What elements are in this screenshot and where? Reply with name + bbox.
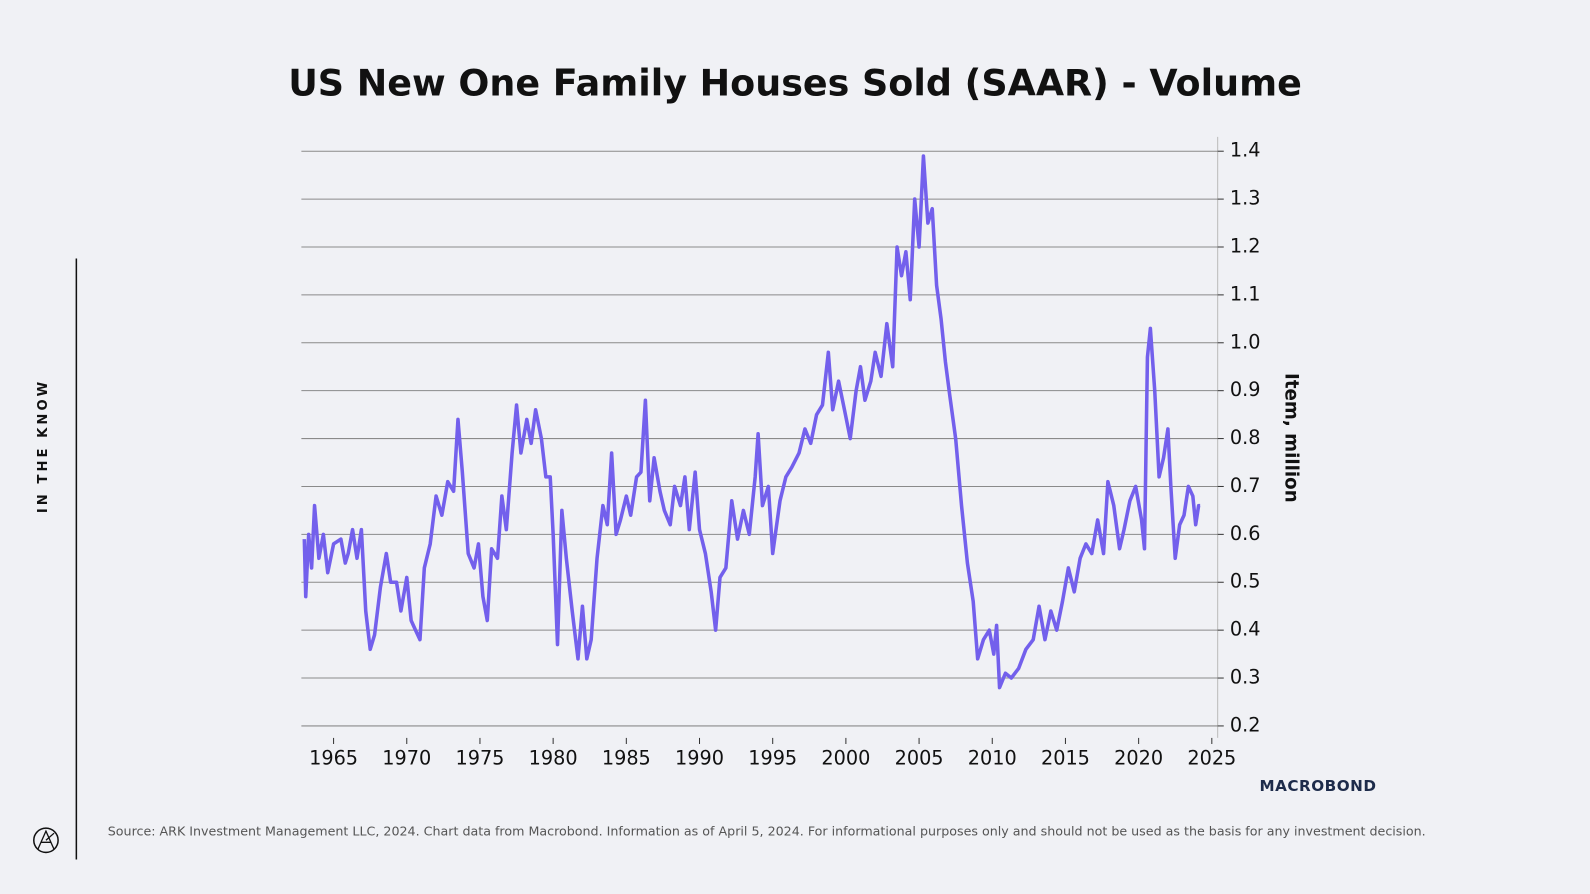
- y-tick-label: 0.7: [1230, 474, 1261, 497]
- x-tick-label: 2010: [968, 747, 1017, 770]
- x-tick-label: 2005: [895, 747, 944, 770]
- y-tick-label: 1.2: [1230, 234, 1261, 257]
- side-label: IN THE KNOW: [36, 379, 51, 513]
- x-tick-label: 2025: [1187, 747, 1236, 770]
- data-line: [302, 154, 1201, 690]
- chart-title: US New One Family Houses Sold (SAAR) - V…: [288, 62, 1302, 105]
- source-note: Source: ARK Investment Management LLC, 2…: [108, 824, 1426, 839]
- y-axis-label: Item, million: [1281, 373, 1302, 503]
- brand-logo: MACROBOND: [1260, 777, 1377, 795]
- y-tick-label: 0.8: [1230, 426, 1261, 449]
- x-tick-label: 1970: [382, 747, 431, 770]
- x-tick-label: 1995: [748, 747, 797, 770]
- ark-logo: [33, 827, 59, 854]
- y-tick-label: 0.2: [1230, 713, 1261, 736]
- y-tick-label: 0.3: [1230, 666, 1261, 689]
- x-tick-label: 1975: [455, 747, 504, 770]
- x-tick-label: 1990: [675, 747, 724, 770]
- x-tick-label: 1965: [309, 747, 358, 770]
- y-tick-label: 0.9: [1230, 378, 1261, 401]
- x-tick-label: 1985: [602, 747, 651, 770]
- x-tick-label: 2000: [821, 747, 870, 770]
- y-tick-label: 1.1: [1230, 282, 1261, 305]
- y-tick-label: 1.0: [1230, 330, 1261, 353]
- y-tick-label: 0.4: [1230, 618, 1261, 641]
- y-tick-label: 0.5: [1230, 570, 1261, 593]
- x-tick-label: 2015: [1041, 747, 1090, 770]
- x-tick-label: 2020: [1114, 747, 1163, 770]
- y-tick-label: 1.4: [1230, 139, 1261, 162]
- y-tick-label: 1.3: [1230, 187, 1261, 210]
- y-tick-label: 0.6: [1230, 522, 1261, 545]
- x-tick-label: 1980: [529, 747, 578, 770]
